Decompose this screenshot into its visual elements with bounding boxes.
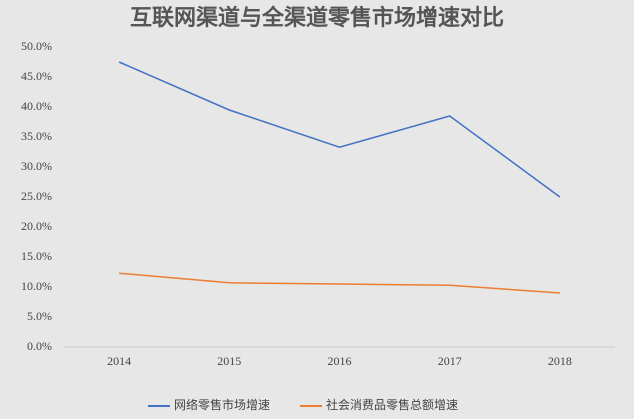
series-line [118, 61, 561, 198]
y-tick-label: 25.0% [21, 189, 52, 203]
y-tick-label: 15.0% [21, 249, 52, 263]
y-tick-label: 50.0% [21, 39, 52, 53]
y-tick-label: 40.0% [21, 99, 52, 113]
chart-title: 互联网渠道与全渠道零售市场增速对比 [130, 5, 504, 30]
y-tick-label: 20.0% [21, 219, 52, 233]
y-tick-label: 45.0% [21, 69, 52, 83]
x-tick-label: 2015 [217, 354, 241, 368]
x-tick-label: 2018 [548, 354, 572, 368]
x-tick-label: 2017 [438, 354, 462, 368]
x-tick-label: 2016 [328, 354, 352, 368]
x-tick-label: 2014 [107, 354, 131, 368]
y-tick-label: 30.0% [21, 159, 52, 173]
legend-label: 网络零售市场增速 [174, 397, 270, 412]
y-tick-label: 5.0% [27, 309, 52, 323]
y-tick-label: 0.0% [27, 339, 52, 353]
y-tick-label: 35.0% [21, 129, 52, 143]
legend-label: 社会消费品零售总额增速 [326, 397, 458, 412]
y-tick-label: 10.0% [21, 279, 52, 293]
series-line [119, 272, 560, 294]
